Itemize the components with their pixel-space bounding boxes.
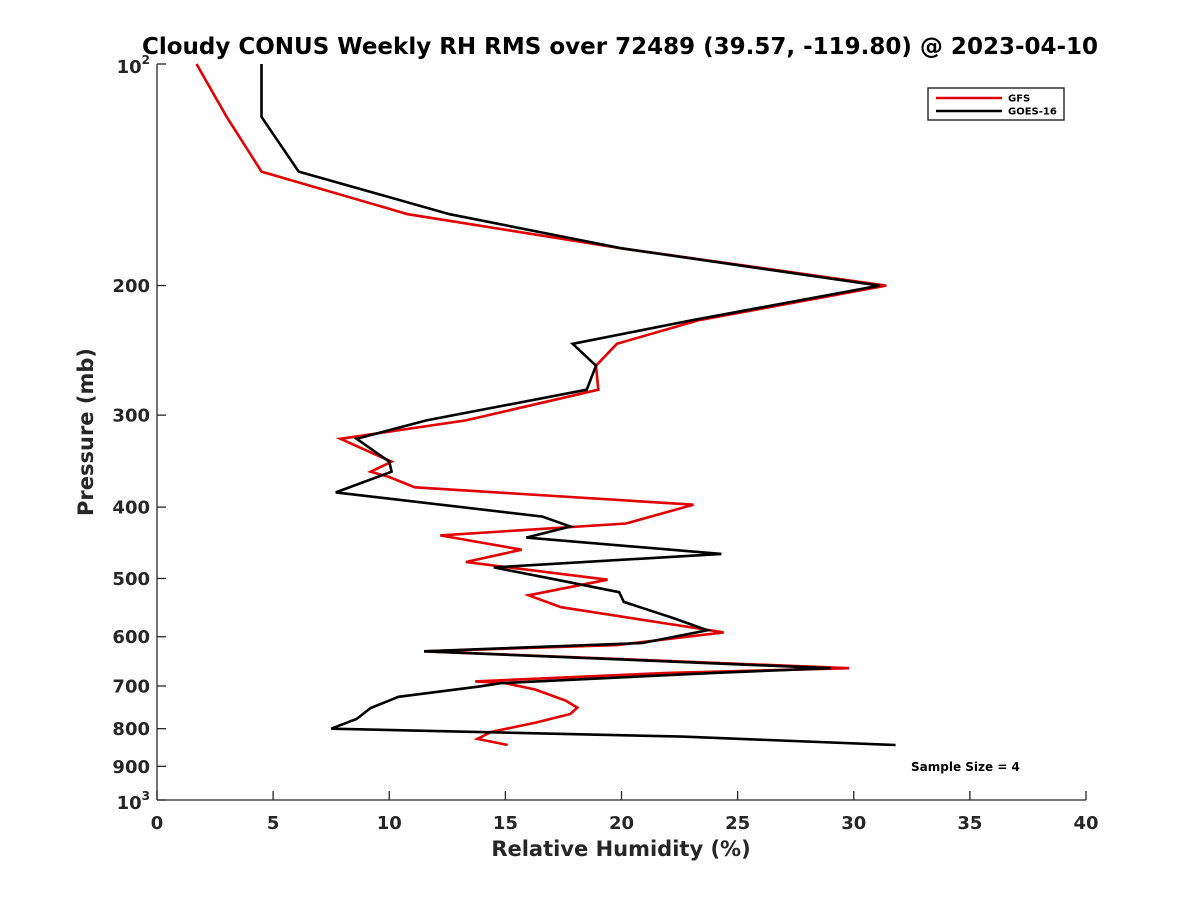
y-tick-base: 10 — [117, 57, 142, 78]
legend-box — [927, 87, 1065, 121]
chart-title: Cloudy CONUS Weekly RH RMS over 72489 (3… — [142, 34, 1098, 60]
y-tick-label: 700 — [112, 676, 150, 697]
x-axis-ticks: 0 5 10 15 20 25 30 35 40 — [151, 791, 1099, 834]
series-line-gfs — [195, 63, 887, 747]
y-axis-label: Pressure (mb) — [74, 348, 98, 516]
series-line-goes16 — [260, 64, 896, 747]
x-tick-label: 40 — [1073, 813, 1098, 834]
x-tick-label: 15 — [493, 813, 518, 834]
y-tick-label: 103 — [117, 789, 150, 814]
x-tick-label: 30 — [841, 813, 866, 834]
x-tick-label: 5 — [267, 813, 280, 834]
sample-size-annotation: Sample Size = 4 — [911, 760, 1020, 774]
x-tick-label: 35 — [957, 813, 982, 834]
y-tick-label: 300 — [112, 406, 150, 427]
x-tick-label: 20 — [609, 813, 634, 834]
y-tick-label: 900 — [112, 757, 150, 778]
legend-label-goes16: GOES-16 — [1008, 107, 1057, 118]
y-tick-exponent: 3 — [142, 789, 150, 803]
legend-label-gfs: GFS — [1008, 94, 1030, 105]
y-tick-label: 102 — [117, 53, 150, 78]
y-tick-label: 500 — [112, 569, 150, 590]
y-tick-label: 800 — [112, 719, 150, 740]
y-tick-label: 200 — [112, 276, 150, 297]
plot-area — [195, 63, 896, 747]
y-tick-label: 400 — [112, 498, 150, 519]
x-tick-label: 25 — [725, 813, 750, 834]
x-tick-label: 10 — [377, 813, 402, 834]
legend: GFS GOES-16 — [927, 87, 1065, 121]
y-tick-exponent: 2 — [142, 53, 150, 67]
x-tick-label: 0 — [151, 813, 164, 834]
y-tick-label: 600 — [112, 627, 150, 648]
x-axis-label: Relative Humidity (%) — [491, 837, 750, 861]
y-tick-base: 10 — [117, 793, 142, 814]
